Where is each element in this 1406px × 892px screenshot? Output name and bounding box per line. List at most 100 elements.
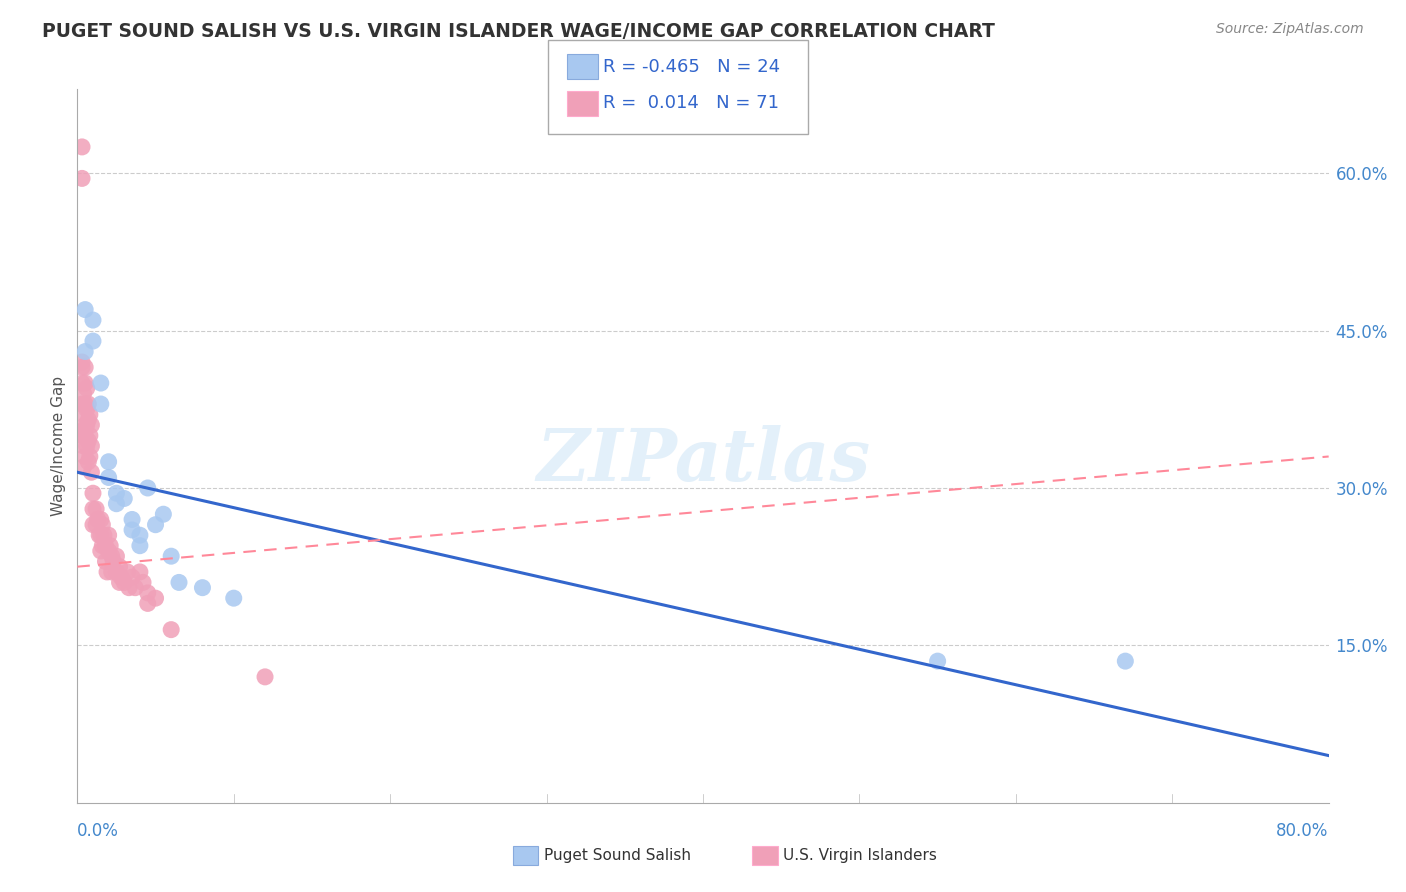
Point [70,140,93,154]
Point [118,581,141,595]
Point [72,408,94,422]
Point [145,591,167,606]
Point [1114,654,1136,668]
Point [82,334,104,348]
Point [105,565,128,579]
Point [70,376,93,390]
Text: R = -0.465   N = 24: R = -0.465 N = 24 [603,58,780,76]
Point [72,386,94,401]
Point [222,591,245,606]
Point [90,544,112,558]
Text: U.S. Virgin Islanders: U.S. Virgin Islanders [783,848,936,863]
Point [136,586,159,600]
Text: 80.0%: 80.0% [1277,822,1329,840]
Point [70,397,93,411]
Point [84,517,107,532]
Point [94,554,117,568]
Point [70,428,93,442]
Point [160,549,183,564]
Point [129,565,152,579]
Point [124,581,146,595]
Point [91,517,114,532]
Point [75,397,97,411]
Point [75,428,97,442]
Point [72,423,94,437]
Point [94,539,117,553]
Point [121,523,143,537]
Point [82,502,104,516]
Point [108,559,131,574]
Point [80,417,103,432]
Point [76,439,98,453]
Point [145,517,167,532]
Point [90,528,112,542]
Point [129,528,152,542]
Point [75,376,97,390]
Point [254,670,277,684]
Point [89,528,111,542]
Point [79,408,101,422]
Point [75,360,97,375]
Point [76,381,98,395]
Point [96,565,118,579]
Point [79,450,101,464]
Point [72,460,94,475]
Point [97,455,120,469]
Point [97,528,120,542]
Point [105,497,128,511]
Point [927,654,949,668]
Point [117,565,139,579]
Point [80,439,103,453]
Point [70,360,93,375]
Point [82,517,104,532]
Point [110,570,132,584]
Point [108,575,131,590]
Point [80,465,103,479]
Point [98,539,121,553]
Y-axis label: Wage/Income Gap: Wage/Income Gap [51,376,66,516]
Point [75,344,97,359]
Point [97,544,120,558]
Point [132,575,155,590]
Point [167,575,190,590]
Point [112,491,135,506]
Point [93,528,115,542]
Point [76,402,98,417]
Point [121,512,143,526]
Text: ZIPatlas: ZIPatlas [536,425,870,496]
Point [129,539,152,553]
Point [77,434,100,448]
Point [103,554,125,568]
Text: 0.0%: 0.0% [77,822,120,840]
Point [160,623,183,637]
Text: Puget Sound Salish: Puget Sound Salish [544,848,692,863]
Point [90,397,112,411]
Point [191,581,214,595]
Point [79,428,101,442]
Point [100,565,122,579]
Point [77,413,100,427]
Point [75,417,97,432]
Point [105,549,128,564]
Point [100,549,122,564]
Point [90,376,112,390]
Text: PUGET SOUND SALISH VS U.S. VIRGIN ISLANDER WAGE/INCOME GAP CORRELATION CHART: PUGET SOUND SALISH VS U.S. VIRGIN ISLAND… [42,22,995,41]
Point [76,417,98,432]
Point [121,570,143,584]
Point [152,507,174,521]
Point [90,512,112,526]
Point [77,455,100,469]
Point [84,502,107,516]
Text: Source: ZipAtlas.com: Source: ZipAtlas.com [1216,22,1364,37]
Point [70,355,93,369]
Point [77,397,100,411]
Text: R =  0.014   N = 71: R = 0.014 N = 71 [603,95,779,112]
Point [86,512,108,526]
Point [91,539,114,553]
Point [75,302,97,317]
Point [97,470,120,484]
Point [72,439,94,453]
Point [112,575,135,590]
Point [136,596,159,610]
Point [105,486,128,500]
